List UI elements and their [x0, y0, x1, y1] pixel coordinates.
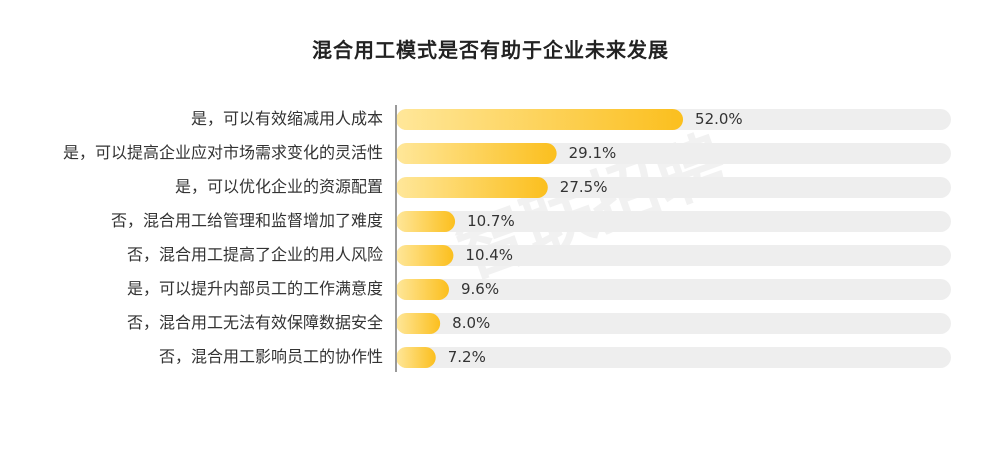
value-label: 52.0%	[695, 110, 743, 128]
bar	[396, 143, 557, 164]
bars	[396, 109, 684, 368]
category-label: 是，可以优化企业的资源配置	[175, 177, 383, 196]
bar-track	[396, 279, 951, 300]
value-label: 7.2%	[448, 348, 486, 366]
category-labels: 是，可以有效缩减用人成本是，可以提高企业应对市场需求变化的灵活性是，可以优化企业…	[63, 109, 383, 366]
category-label: 否，混合用工无法有效保障数据安全	[127, 313, 383, 332]
value-label: 29.1%	[569, 144, 617, 162]
bar-track	[396, 245, 951, 266]
category-label: 是，可以提升内部员工的工作满意度	[127, 279, 383, 298]
bar	[396, 279, 449, 300]
bar	[396, 245, 454, 266]
value-label: 9.6%	[461, 280, 499, 298]
category-label: 是，可以提高企业应对市场需求变化的灵活性	[63, 143, 383, 162]
bar	[396, 109, 684, 130]
category-label: 否，混合用工提高了企业的用人风险	[127, 245, 383, 264]
value-label: 10.7%	[467, 212, 515, 230]
bar	[396, 211, 456, 232]
category-label: 否，混合用工影响员工的协作性	[159, 347, 383, 366]
value-label: 10.4%	[465, 246, 513, 264]
chart-title: 混合用工模式是否有助于企业未来发展	[312, 38, 669, 62]
category-label: 否，混合用工给管理和监督增加了难度	[111, 211, 383, 230]
value-labels: 52.0% 29.1% 27.5% 10.7% 10.4% 9.6% 8.0% 7.2%	[448, 110, 743, 366]
bar-track	[396, 313, 951, 334]
bar-track	[396, 211, 951, 232]
bar	[396, 177, 548, 198]
category-label: 是，可以有效缩减用人成本	[191, 109, 383, 128]
value-label: 27.5%	[560, 178, 608, 196]
bar-track	[396, 347, 951, 368]
value-label: 8.0%	[452, 314, 490, 332]
bar	[396, 313, 441, 334]
bar-tracks	[396, 109, 951, 368]
bar	[396, 347, 436, 368]
